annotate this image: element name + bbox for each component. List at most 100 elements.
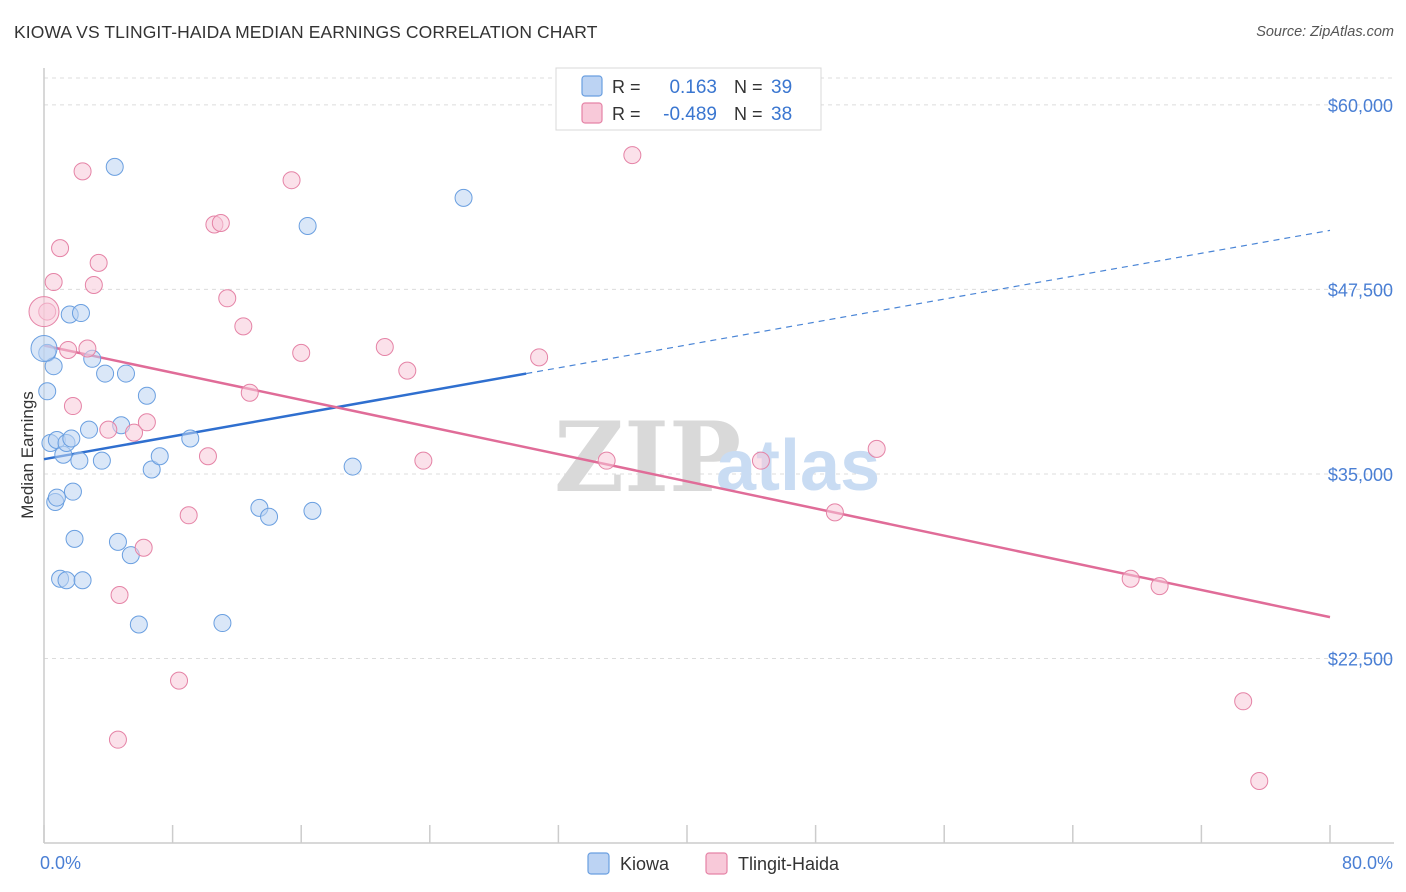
data-point-tlingit-haida — [211, 214, 230, 232]
y-tick-label: $60,000 — [1328, 96, 1393, 116]
stats-legend: R = 0.163 N = 39 R = -0.489 N = 38 — [555, 67, 822, 131]
data-point-tlingit-haida — [240, 383, 259, 402]
data-point-tlingit-haida — [1234, 692, 1253, 711]
legend-label-kiowa: Kiowa — [620, 854, 670, 874]
data-point-kiowa — [303, 501, 322, 520]
data-point-tlingit-haida — [28, 296, 60, 328]
y-tick-labels: $60,000 $47,500 $35,000 $22,500 — [1328, 96, 1393, 670]
x-tick-label-max: 80.0% — [1342, 853, 1393, 873]
data-point-tlingit-haida — [292, 343, 311, 362]
stats-swatch-tlingit-haida — [581, 102, 603, 124]
data-point-kiowa — [181, 429, 200, 448]
data-point-tlingit-haida — [282, 171, 301, 190]
data-point-tlingit-haida — [1121, 569, 1140, 588]
stats-r-value-tlingit-haida: -0.489 — [663, 104, 717, 125]
data-point-tlingit-haida — [867, 439, 886, 458]
data-point-kiowa — [105, 157, 124, 176]
data-point-kiowa — [298, 216, 317, 235]
legend-swatch-kiowa — [587, 852, 610, 875]
legend-swatch-tlingit-haida — [705, 852, 728, 875]
x-tick-label-min: 0.0% — [40, 853, 81, 873]
data-point-tlingit-haida — [375, 338, 394, 356]
data-point-kiowa — [96, 364, 115, 383]
data-point-tlingit-haida — [51, 239, 70, 258]
data-point-tlingit-haida — [137, 413, 156, 432]
data-point-tlingit-haida — [751, 451, 770, 470]
data-point-tlingit-haida — [597, 451, 616, 470]
data-point-kiowa — [108, 532, 127, 551]
series-legend: Kiowa Tlingit-Haida — [587, 852, 840, 875]
y-tick-label: $35,000 — [1328, 465, 1393, 485]
trend-line-kiowa-extension — [526, 229, 1331, 375]
x-ticks — [43, 825, 1331, 843]
data-point-tlingit-haida — [179, 506, 198, 525]
data-point-tlingit-haida — [398, 361, 417, 380]
data-point-kiowa — [80, 420, 99, 439]
data-point-tlingit-haida — [134, 538, 153, 557]
data-point-tlingit-haida — [198, 447, 217, 466]
legend-label-tlingit-haida: Tlingit-Haida — [738, 854, 840, 874]
data-point-kiowa — [70, 451, 89, 470]
data-point-kiowa — [57, 571, 76, 590]
data-point-kiowa — [137, 386, 156, 405]
data-point-kiowa — [260, 507, 279, 526]
y-tick-label: $22,500 — [1328, 649, 1393, 669]
data-point-kiowa — [454, 188, 473, 207]
stats-n-label-kiowa: N = — [734, 77, 763, 97]
stats-n-value-tlingit-haida: 38 — [771, 104, 792, 125]
y-axis-label: Median Earnings — [18, 391, 37, 519]
data-point-tlingit-haida — [108, 730, 127, 749]
axes — [43, 68, 1394, 844]
data-point-kiowa — [213, 614, 232, 633]
data-point-tlingit-haida — [99, 420, 118, 439]
data-point-tlingit-haida — [63, 397, 82, 416]
data-point-tlingit-haida — [825, 503, 844, 522]
stats-r-label-tlingit-haida: R = — [612, 104, 641, 124]
data-point-tlingit-haida — [59, 340, 78, 359]
data-point-tlingit-haida — [414, 451, 433, 470]
trend-line-kiowa — [43, 372, 527, 461]
data-point-tlingit-haida — [73, 162, 92, 181]
stats-r-value-kiowa: 0.163 — [669, 77, 717, 98]
data-point-tlingit-haida — [218, 289, 237, 308]
data-point-tlingit-haida — [89, 253, 108, 272]
stats-swatch-kiowa — [581, 75, 603, 97]
data-point-tlingit-haida — [110, 586, 129, 604]
data-point-kiowa — [129, 615, 148, 634]
data-point-kiowa — [65, 529, 84, 548]
data-point-kiowa — [150, 447, 169, 466]
data-point-kiowa — [343, 457, 362, 476]
data-point-kiowa — [63, 482, 82, 501]
data-point-tlingit-haida — [84, 276, 103, 294]
data-point-kiowa — [71, 304, 90, 323]
data-point-kiowa — [92, 451, 111, 470]
data-point-kiowa — [116, 364, 135, 383]
watermark: ZIP atlas — [554, 401, 880, 514]
data-point-tlingit-haida — [530, 348, 549, 367]
stats-n-label-tlingit-haida: N = — [734, 104, 763, 124]
data-points — [28, 146, 1269, 790]
watermark-zip: ZIP — [554, 401, 741, 514]
y-tick-label: $47,500 — [1328, 280, 1393, 300]
stats-r-label-kiowa: R = — [612, 77, 641, 97]
data-point-tlingit-haida — [78, 339, 97, 358]
data-point-kiowa — [30, 334, 58, 362]
gridlines — [44, 77, 1394, 659]
data-point-tlingit-haida — [623, 146, 642, 165]
data-point-tlingit-haida — [1150, 577, 1169, 596]
data-point-kiowa — [73, 571, 92, 590]
data-point-kiowa — [47, 488, 66, 507]
data-point-tlingit-haida — [44, 273, 63, 292]
data-point-tlingit-haida — [170, 671, 189, 690]
data-point-tlingit-haida — [1250, 772, 1269, 790]
watermark-atlas: atlas — [716, 426, 880, 506]
chart-title: KIOWA VS TLINGIT-HAIDA MEDIAN EARNINGS C… — [14, 22, 598, 42]
data-point-tlingit-haida — [125, 423, 144, 442]
stats-n-value-kiowa: 39 — [771, 77, 792, 98]
data-point-tlingit-haida — [234, 317, 253, 336]
data-point-kiowa — [142, 460, 161, 479]
source-credit: Source: ZipAtlas.com — [1256, 24, 1394, 40]
data-point-kiowa — [62, 429, 81, 448]
data-point-kiowa — [38, 382, 57, 401]
